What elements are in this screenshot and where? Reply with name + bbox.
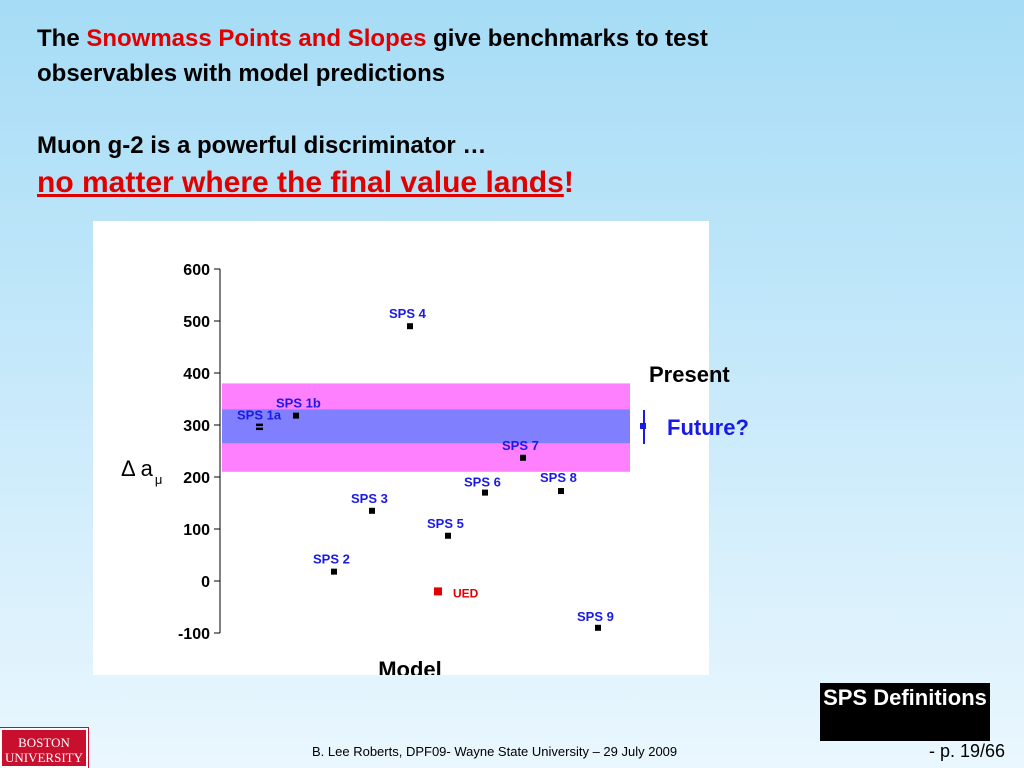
page-number: - p. 19/66 — [929, 741, 1006, 761]
y-tick-label: 200 — [183, 470, 210, 487]
y-tick-label: 500 — [183, 314, 210, 331]
data-point — [369, 507, 375, 514]
data-label: SPS 8 — [540, 470, 577, 485]
y-tick-label: 600 — [183, 262, 210, 279]
data-label: SPS 5 — [427, 516, 464, 531]
future-marker — [640, 423, 646, 429]
headline-line-2: observables with model predictions — [37, 60, 446, 87]
data-label: SPS 6 — [464, 475, 501, 490]
headline-line-1: The Snowmass Points and Slopes give benc… — [37, 25, 708, 53]
y-tick-label: 300 — [183, 418, 210, 435]
data-label: SPS 1a — [237, 408, 282, 423]
data-point — [445, 532, 451, 539]
data-label: SPS 3 — [351, 491, 388, 506]
data-label: SPS 4 — [389, 306, 427, 321]
legend-marks — [640, 410, 646, 444]
data-point — [558, 488, 564, 495]
data-point — [293, 412, 299, 419]
data-label: SPS 2 — [313, 552, 350, 567]
data-point — [256, 423, 263, 427]
footer-citation: B. Lee Roberts, DPF09- Wayne State Unive… — [312, 744, 678, 759]
y-tick-label: 100 — [183, 522, 210, 539]
data-point — [331, 568, 337, 575]
legend-present: Present — [649, 362, 730, 387]
data-label: SPS 7 — [502, 438, 539, 453]
y-tick-label: 0 — [201, 574, 210, 591]
headline-highlight: Snowmass Points and Slopes — [86, 25, 427, 52]
sps-definitions-button[interactable]: SPS Definitions — [820, 683, 990, 741]
subheading: Muon g-2 is a powerful discriminator … — [37, 132, 487, 159]
boston-university-logo: BOSTON UNIVERSITY — [0, 727, 89, 768]
data-label: SPS 9 — [577, 609, 614, 624]
x-axis-label: Model — [378, 657, 442, 675]
emphasis-punctuation: ! — [563, 166, 574, 199]
legend-future: Future? — [667, 415, 749, 440]
data-label: SPS 1b — [276, 396, 321, 411]
logo-top: BOSTON — [18, 735, 70, 750]
future-band — [222, 409, 630, 444]
headline-prefix: The — [37, 25, 87, 52]
logo-bottom: UNIVERSITY — [5, 750, 83, 765]
headline-suffix: give benchmarks to test — [426, 25, 708, 52]
y-tick-label: 400 — [183, 366, 210, 383]
y-tick-label: -100 — [178, 626, 210, 643]
data-point — [256, 427, 263, 431]
data-point — [434, 587, 442, 596]
data-point — [482, 489, 488, 496]
emphasis-text: no matter where the final value lands — [37, 166, 564, 199]
chart-panel: -100 0 100 200 300 400 500 600 SPS 1a SPS 1b SPS … — [93, 221, 709, 675]
data-label: UED — [453, 586, 479, 600]
data-point — [595, 624, 601, 631]
emphasis-line: no matter where the final value lands! — [37, 166, 574, 200]
data-point — [520, 454, 526, 461]
data-point — [407, 323, 413, 330]
